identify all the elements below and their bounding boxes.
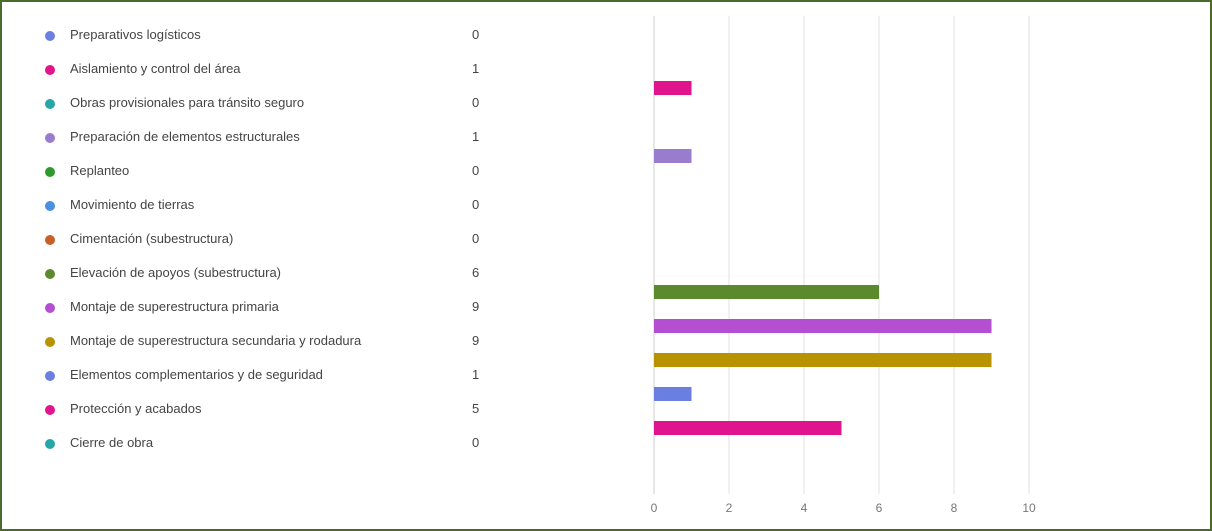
legend-value: 0	[472, 435, 480, 450]
legend-label: Cimentación (subestructura)	[70, 231, 234, 246]
legend-item: Cimentación (subestructura) 0	[2, 230, 502, 250]
legend-label: Montaje de superestructura primaria	[70, 299, 279, 314]
x-tick-label: 6	[876, 501, 883, 515]
legend-item: Aislamiento y control del área 1	[2, 60, 502, 80]
legend-dot-icon	[45, 303, 55, 313]
legend-item: Protección y acabados 5	[2, 400, 502, 420]
legend-label: Elementos complementarios y de seguridad	[70, 367, 323, 382]
legend-value: 0	[472, 27, 480, 42]
legend-dot-icon	[45, 371, 55, 381]
bar	[654, 387, 692, 401]
legend-value: 6	[472, 265, 480, 280]
legend-label: Obras provisionales para tránsito seguro	[70, 95, 305, 110]
legend-label: Movimiento de tierras	[70, 197, 195, 212]
legend-value: 9	[472, 333, 480, 348]
bar	[654, 81, 692, 95]
legend-value: 0	[472, 197, 480, 212]
legend-value: 9	[472, 299, 480, 314]
legend-dot-icon	[45, 235, 55, 245]
legend-value: 0	[472, 231, 480, 246]
legend-dot-icon	[45, 405, 55, 415]
legend-item: Replanteo 0	[2, 162, 502, 182]
bar	[654, 149, 692, 163]
bar	[654, 353, 992, 367]
legend-dot-icon	[45, 201, 55, 211]
legend-dot-icon	[45, 31, 55, 41]
legend-value: 5	[472, 401, 480, 416]
legend-value: 1	[472, 61, 480, 76]
legend-label: Montaje de superestructura secundaria y …	[70, 333, 362, 348]
legend-item: Obras provisionales para tránsito seguro…	[2, 94, 502, 114]
legend-value: 0	[472, 163, 480, 178]
legend-item: Elementos complementarios y de seguridad…	[2, 366, 502, 386]
legend-dot-icon	[45, 65, 55, 75]
legend-item: Montaje de superestructura primaria 9	[2, 298, 502, 318]
legend-label: Elevación de apoyos (subestructura)	[70, 265, 282, 280]
legend-label: Preparativos logísticos	[70, 27, 201, 42]
legend-value: 1	[472, 367, 480, 382]
legend-label: Protección y acabados	[70, 401, 202, 416]
legend-label: Replanteo	[70, 163, 130, 178]
legend-label: Cierre de obra	[70, 435, 154, 450]
legend-dot-icon	[45, 167, 55, 177]
legend-dot-icon	[45, 99, 55, 109]
x-tick-label: 2	[726, 501, 733, 515]
bar	[654, 319, 992, 333]
legend-item: Movimiento de tierras 0	[2, 196, 502, 216]
legend-value: 1	[472, 129, 480, 144]
legend-item: Montaje de superestructura secundaria y …	[2, 332, 502, 352]
legend-label: Preparación de elementos estructurales	[70, 129, 300, 144]
legend-label: Aislamiento y control del área	[70, 61, 241, 76]
x-tick-label: 0	[651, 501, 658, 515]
legend-item: Preparativos logísticos 0	[2, 26, 502, 46]
legend-item: Cierre de obra 0	[2, 434, 502, 454]
legend-value: 0	[472, 95, 480, 110]
legend-dot-icon	[45, 439, 55, 449]
legend-item: Preparación de elementos estructurales 1	[2, 128, 502, 148]
x-tick-label: 10	[1022, 501, 1036, 515]
x-tick-label: 4	[801, 501, 808, 515]
x-tick-label: 8	[951, 501, 958, 515]
legend-dot-icon	[45, 337, 55, 347]
legend-dot-icon	[45, 269, 55, 279]
bar	[654, 285, 879, 299]
legend-item: Elevación de apoyos (subestructura) 6	[2, 264, 502, 284]
legend-dot-icon	[45, 133, 55, 143]
bar	[654, 421, 842, 435]
